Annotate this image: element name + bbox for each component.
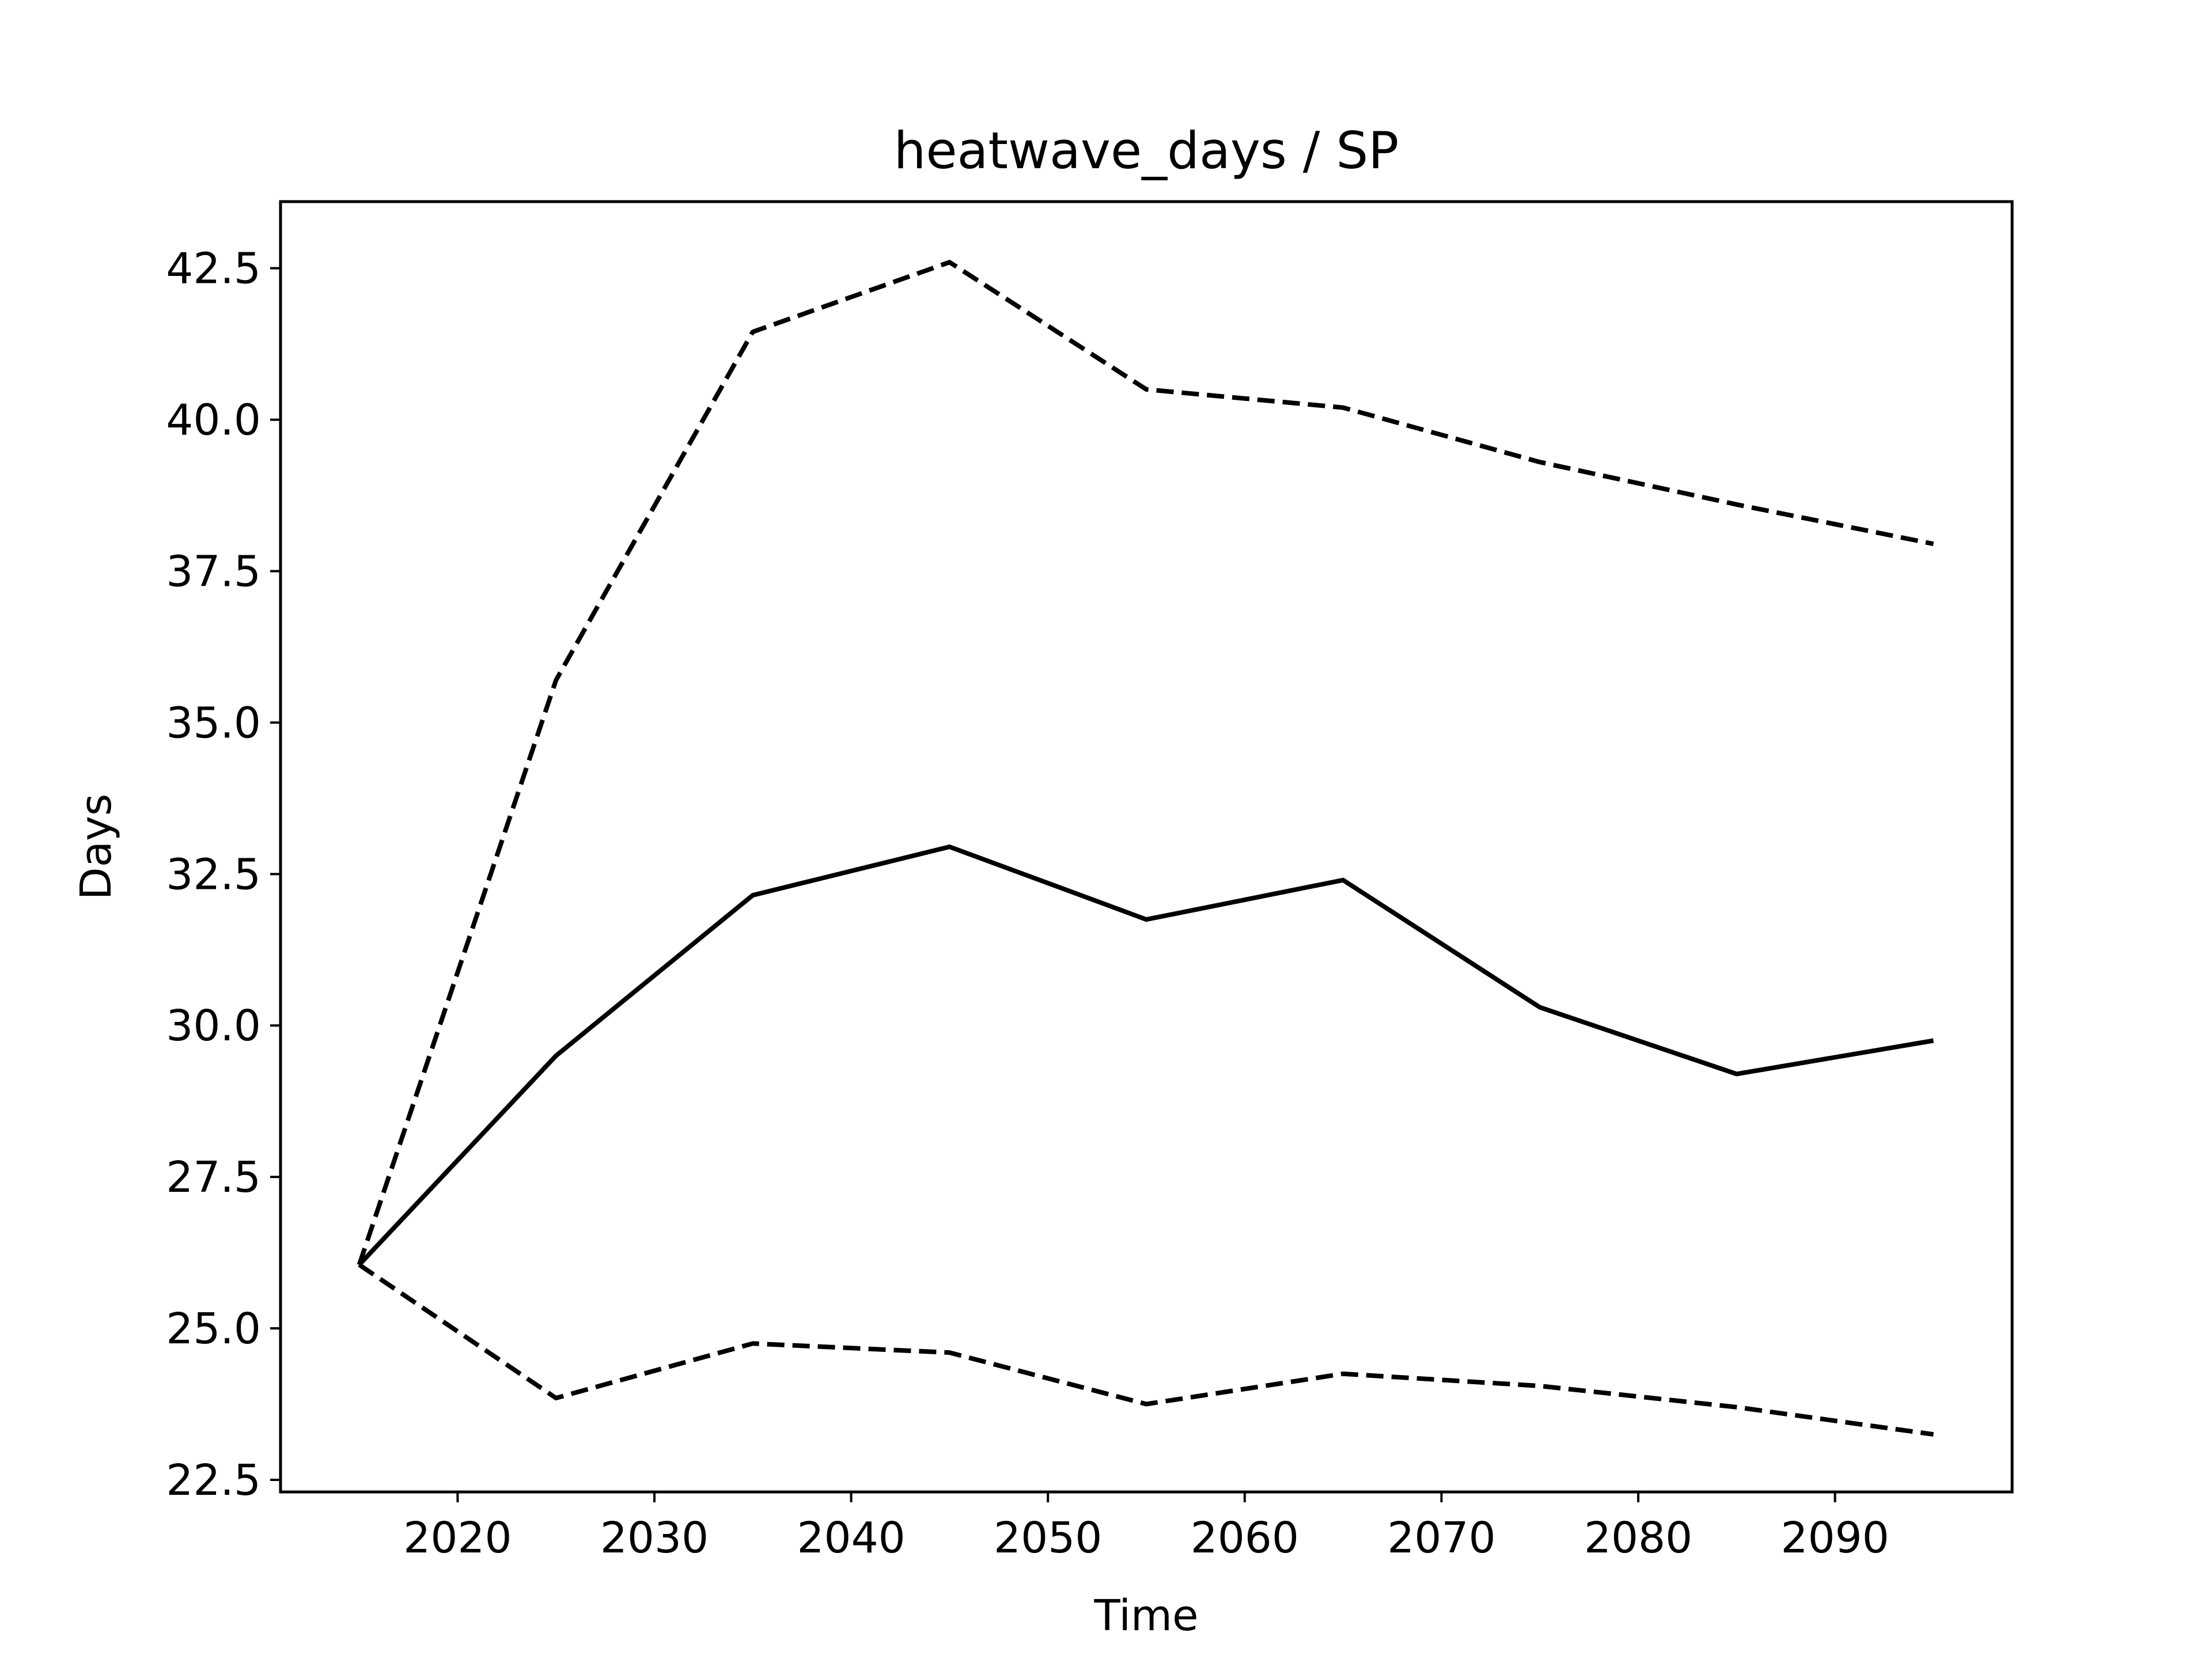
y-tick-label: 35.0 <box>166 698 261 748</box>
y-tick-label: 30.0 <box>166 1001 261 1051</box>
y-tick-label: 42.5 <box>166 244 261 294</box>
x-tick-label: 2080 <box>1584 1513 1692 1563</box>
x-tick-label: 2060 <box>1191 1513 1299 1563</box>
y-tick-label: 22.5 <box>166 1456 261 1505</box>
x-tick-label: 2040 <box>797 1513 905 1563</box>
y-tick-label: 32.5 <box>166 850 261 899</box>
y-tick-label: 25.0 <box>166 1304 261 1354</box>
plot-frame <box>279 200 2014 1494</box>
dashed-series-line-2 <box>358 1263 1934 1437</box>
dashed-series-line-1 <box>357 260 1934 1266</box>
solid-series-line-0 <box>357 844 1934 1267</box>
x-tick-label: 2030 <box>600 1513 709 1563</box>
y-axis-label: Days <box>71 794 121 900</box>
x-tick-label: 2050 <box>994 1513 1102 1563</box>
x-tick-label: 2090 <box>1781 1513 1889 1563</box>
series-layer <box>357 260 1934 1437</box>
y-tick-label: 27.5 <box>166 1153 261 1202</box>
chart-title: heatwave_days / SP <box>894 121 1399 180</box>
y-tick-label: 40.0 <box>166 396 261 445</box>
x-tick-label: 2020 <box>403 1513 512 1563</box>
y-tick-label: 37.5 <box>166 547 261 597</box>
axes-layer: 2020 2030 2040 2050 2060 2070 2080 2090 22.5 25.0… <box>166 244 1889 1563</box>
x-tick-label: 2070 <box>1387 1513 1495 1563</box>
x-axis-label: Time <box>1093 1591 1198 1641</box>
